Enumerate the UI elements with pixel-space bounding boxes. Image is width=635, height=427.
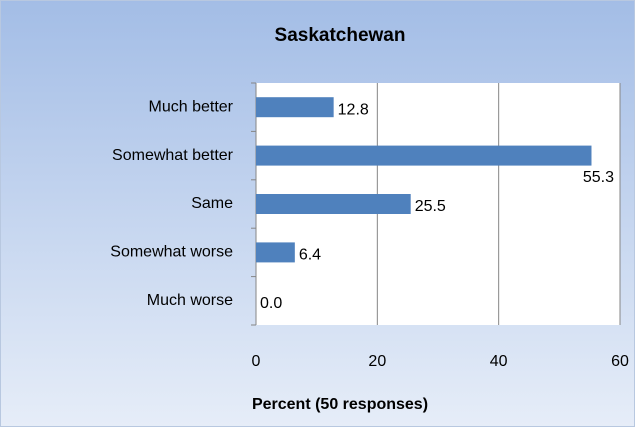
x-axis-title: Percent (50 responses) xyxy=(252,396,428,413)
x-tick-label: 20 xyxy=(368,353,386,370)
x-tick-label: 60 xyxy=(611,353,629,370)
y-tick-label: Somewhat worse xyxy=(110,244,233,261)
value-label: 25.5 xyxy=(415,198,446,215)
value-label: 55.3 xyxy=(583,169,614,186)
value-label: 12.8 xyxy=(338,101,369,118)
x-tick-label: 40 xyxy=(490,353,508,370)
chart-title: Saskatchewan xyxy=(275,25,406,46)
bar xyxy=(256,145,592,166)
bar xyxy=(256,242,295,263)
y-tick-label: Much better xyxy=(149,98,234,115)
value-label: 6.4 xyxy=(299,247,321,264)
bar xyxy=(256,194,411,214)
y-tick-label: Much worse xyxy=(147,292,233,309)
x-tick-label: 0 xyxy=(252,353,261,370)
bar xyxy=(256,97,334,118)
value-label: 0.0 xyxy=(260,295,282,312)
y-tick-label: Somewhat better xyxy=(112,147,234,164)
y-tick-label: Same xyxy=(191,195,233,212)
